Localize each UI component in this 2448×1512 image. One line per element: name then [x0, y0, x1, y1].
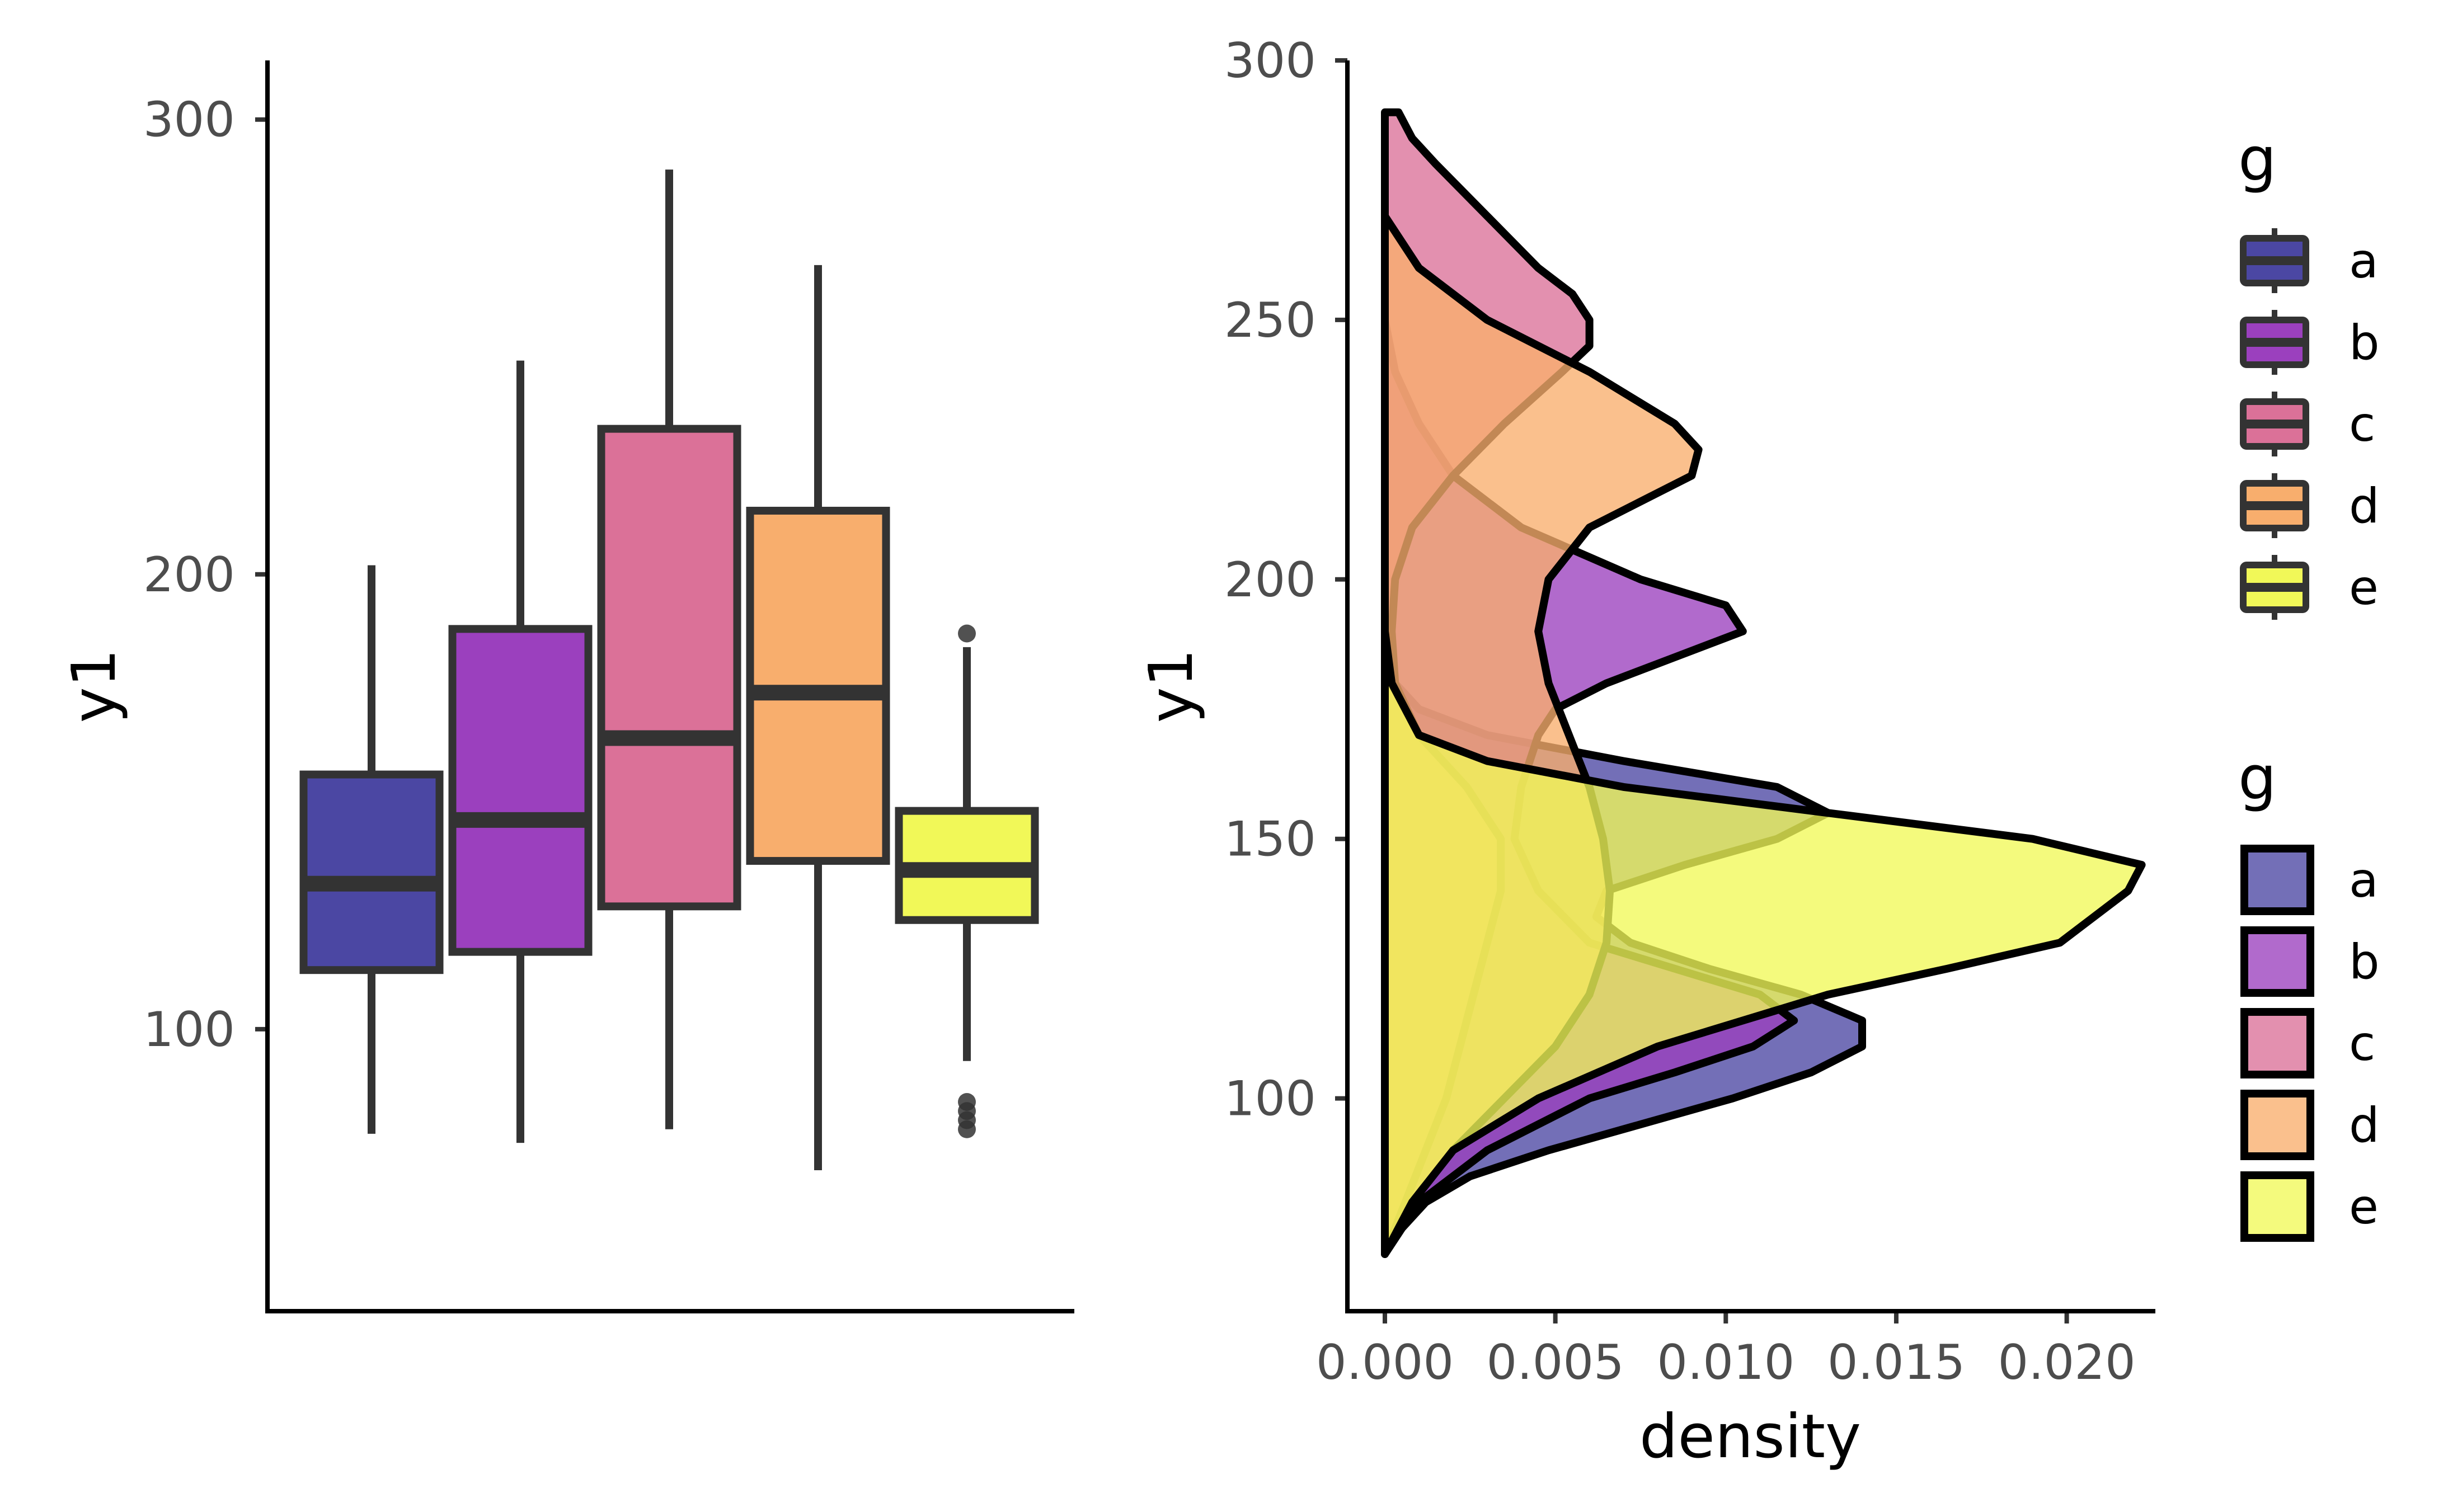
density-marks	[1381, 108, 2146, 1258]
legend-1-title: g	[2238, 125, 2277, 195]
density-y-tick-label: 200	[1224, 552, 1316, 608]
legend-2-entry-a: a	[2240, 845, 2379, 915]
legend-1-entry-d: d	[2240, 473, 2380, 538]
density-x-tick-label: 0.020	[1998, 1335, 2135, 1391]
density-y-tick-label: 300	[1224, 33, 1316, 89]
legend-1-entry-b: b	[2240, 310, 2380, 375]
legend-1-label: e	[2349, 560, 2379, 616]
density-x-tick-label: 0.005	[1487, 1335, 1624, 1391]
boxplot-panel: 100 200 300 y1	[59, 60, 1074, 1313]
legend-2-label: a	[2349, 852, 2379, 908]
density-y-ticks: 100 150 200 250 300	[1224, 33, 1347, 1127]
box-a-body	[299, 770, 444, 974]
legend-1-label: d	[2349, 478, 2380, 534]
density-x-tick-label: 0.000	[1316, 1335, 1454, 1391]
box-y-tick-label: 200	[143, 547, 235, 603]
box-c-body	[597, 425, 741, 911]
box-b-body	[448, 625, 593, 956]
box-y-ticks: 100 200 300	[143, 92, 267, 1058]
legend-2-entry-d: d	[2240, 1090, 2380, 1160]
density-e	[1381, 627, 2146, 1258]
legend-2-key-swatch	[2240, 1171, 2314, 1242]
legend-2-label: c	[2349, 1016, 2375, 1072]
legend-2-label: e	[2349, 1179, 2379, 1235]
legend-2-label: b	[2349, 934, 2380, 990]
density-panel: 100 150 200 250 300 0.000 0.005 0.010 0.015 0.02…	[1136, 33, 2155, 1472]
box-d	[746, 265, 890, 1170]
legend-2-key-swatch	[2240, 1090, 2314, 1160]
legend-2-key-swatch	[2240, 1008, 2314, 1078]
legend-1-label: c	[2349, 397, 2375, 453]
box-y-axis-title: y1	[59, 649, 129, 723]
density-y-axis-title: y1	[1136, 649, 1206, 723]
box-e-outlier	[958, 1120, 976, 1138]
density-x-axis-title: density	[1639, 1402, 1861, 1472]
legend-1-entry-e: e	[2240, 555, 2379, 620]
legend-2-entry-e: e	[2240, 1171, 2379, 1242]
box-y-tick-label: 100	[143, 1002, 235, 1058]
legend-1-label: a	[2349, 233, 2379, 289]
legend-2-entry-c: c	[2240, 1008, 2375, 1078]
box-c	[597, 169, 741, 1129]
legend-1-entry-a: a	[2240, 228, 2379, 293]
density-x-ticks: 0.000 0.005 0.010 0.015 0.020	[1316, 1311, 2136, 1391]
density-y-tick-label: 250	[1224, 293, 1316, 348]
legend-2-entry-b: b	[2240, 926, 2380, 997]
legend-1-entry-c: c	[2240, 392, 2375, 456]
box-y-tick-label: 300	[143, 92, 235, 148]
legend-2-label: d	[2349, 1098, 2380, 1153]
legend-2-key-swatch	[2240, 926, 2314, 997]
box-e-outlier	[958, 624, 976, 643]
density-x-tick-label: 0.010	[1657, 1335, 1794, 1391]
box-e	[895, 624, 1039, 1138]
density-y-tick-label: 150	[1224, 812, 1316, 868]
legend-2-key-swatch	[2240, 845, 2314, 915]
density-y-tick-label: 100	[1224, 1071, 1316, 1127]
legend-2-title: g	[2238, 743, 2277, 813]
box-a	[299, 565, 444, 1134]
density-x-tick-label: 0.015	[1827, 1335, 1965, 1391]
box-b	[448, 360, 593, 1143]
legend-1-label: b	[2349, 315, 2380, 371]
box-marks	[299, 169, 1039, 1170]
